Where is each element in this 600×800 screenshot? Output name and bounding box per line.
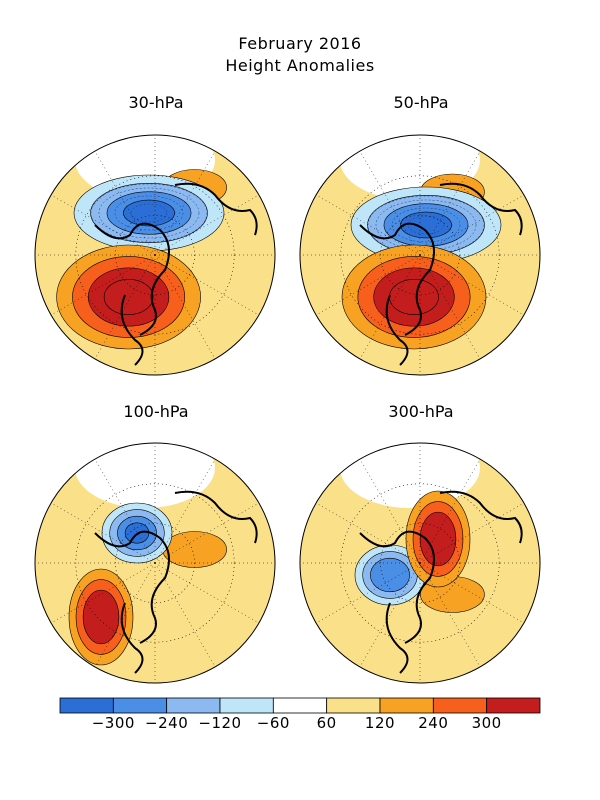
meridian-line bbox=[419, 194, 525, 256]
negative-contour-line bbox=[106, 191, 192, 235]
map-panel bbox=[299, 134, 541, 376]
meridian-line bbox=[315, 502, 421, 564]
panel-label-30hpa: 30-hPa bbox=[128, 93, 184, 112]
continent-outline bbox=[94, 182, 258, 366]
colorbar-swatch bbox=[326, 697, 381, 714]
colorbar-swatch bbox=[112, 697, 168, 714]
meridian-line bbox=[359, 458, 421, 564]
latitude-circle bbox=[340, 483, 500, 643]
meridian-line bbox=[154, 562, 216, 668]
negative-contour-line bbox=[122, 199, 176, 227]
negative-contour-line bbox=[90, 183, 208, 243]
colorbar-swatch bbox=[486, 697, 541, 714]
meridian-line bbox=[315, 254, 421, 316]
latitude-circle bbox=[340, 175, 500, 335]
meridian-line bbox=[419, 502, 525, 564]
meridian-line bbox=[50, 562, 156, 624]
meridian-line bbox=[419, 562, 481, 668]
meridian-line bbox=[154, 254, 216, 360]
latitude-circle bbox=[75, 483, 235, 643]
latitude-circle bbox=[380, 215, 460, 295]
colorbar-swatch bbox=[219, 697, 274, 714]
colorbar-swatch bbox=[166, 697, 221, 714]
negative-contour-line bbox=[391, 207, 461, 243]
map-border bbox=[34, 442, 276, 684]
latitude-circle bbox=[115, 215, 195, 295]
meridian-line bbox=[94, 254, 156, 360]
colorbar-tick: 300 bbox=[471, 714, 502, 732]
latitude-circle bbox=[380, 523, 460, 603]
negative-contour-line bbox=[114, 195, 184, 231]
figure-subtitle: Height Anomalies bbox=[225, 56, 375, 75]
latitude-circle bbox=[75, 175, 235, 335]
continent-outline bbox=[94, 490, 258, 674]
positive-anomaly-contour bbox=[82, 589, 120, 645]
colorbar-tick: 240 bbox=[418, 714, 449, 732]
meridian-line bbox=[315, 562, 421, 624]
colorbar-swatch bbox=[59, 697, 114, 714]
meridian-line bbox=[94, 150, 156, 256]
meridian-line bbox=[359, 562, 421, 668]
colorbar-swatch bbox=[379, 697, 434, 714]
map-panel bbox=[34, 442, 276, 684]
meridian-line bbox=[94, 562, 156, 668]
colorbar-tick: −120 bbox=[198, 714, 242, 732]
meridian-line bbox=[50, 194, 156, 256]
colorbar-swatch bbox=[432, 697, 488, 714]
colorbar-tick: 60 bbox=[316, 714, 337, 732]
colorbar-tick: −300 bbox=[91, 714, 135, 732]
negative-contour-line bbox=[130, 203, 168, 223]
panel-label-50hpa: 50-hPa bbox=[393, 93, 449, 112]
continent-outline bbox=[359, 490, 523, 674]
meridian-line bbox=[419, 254, 481, 360]
meridian-line bbox=[359, 150, 421, 256]
latitude-circle bbox=[115, 523, 195, 603]
meridian-line bbox=[154, 502, 260, 564]
negative-contour-line bbox=[383, 203, 469, 247]
positive-anomaly-contour bbox=[103, 279, 154, 315]
meridian-line bbox=[50, 254, 156, 316]
panel-label-100hpa: 100-hPa bbox=[123, 402, 189, 421]
meridian-line bbox=[419, 254, 525, 316]
figure-title: February 2016 bbox=[238, 34, 362, 53]
colorbar-tick: −240 bbox=[145, 714, 189, 732]
continent-outline bbox=[359, 182, 523, 366]
panel-label-300hpa: 300-hPa bbox=[388, 402, 454, 421]
meridian-line bbox=[50, 502, 156, 564]
meridian-line bbox=[419, 562, 525, 624]
negative-anomaly-contour bbox=[370, 557, 410, 593]
meridian-line bbox=[154, 562, 260, 624]
map-border bbox=[299, 134, 541, 376]
meridian-line bbox=[359, 254, 421, 360]
negative-contour-line bbox=[98, 187, 200, 239]
colorbar-tick: −60 bbox=[256, 714, 290, 732]
meridian-line bbox=[154, 194, 260, 256]
colorbar-swatch bbox=[272, 697, 328, 714]
meridian-line bbox=[154, 254, 260, 316]
map-border bbox=[34, 134, 276, 376]
meridian-line bbox=[94, 458, 156, 564]
colorbar-tick: 120 bbox=[364, 714, 396, 732]
negative-contour-line bbox=[399, 211, 453, 239]
map-panel bbox=[34, 134, 276, 376]
meridian-line bbox=[315, 194, 421, 256]
map-border bbox=[299, 442, 541, 684]
